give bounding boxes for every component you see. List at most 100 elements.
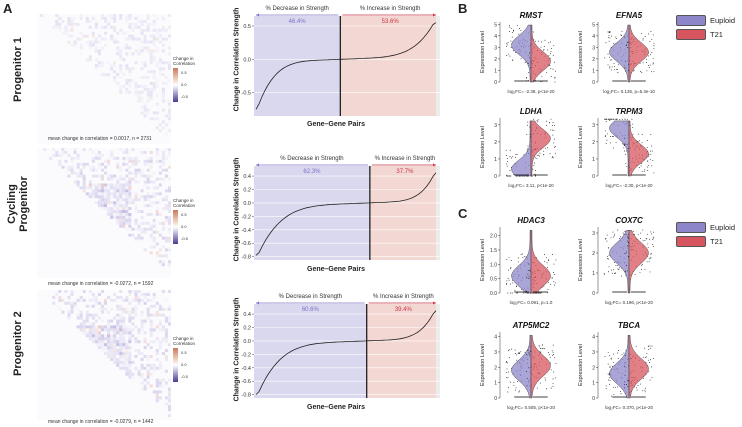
heatmap-cell <box>161 37 165 41</box>
violin-cox7c: COX7C 3 2 1 0 Expression Level log₂FC= 0.196, … <box>576 215 664 307</box>
gene-title: ATP5MC2 <box>512 321 550 330</box>
stat-label: log₂FC= 3.11, p<1e-20 <box>508 183 554 188</box>
heatmap-cell <box>134 87 138 91</box>
violin-point <box>604 118 606 120</box>
violin-point <box>642 356 644 358</box>
heatmap-cell <box>146 111 150 115</box>
violin-point <box>553 272 554 273</box>
violin-point <box>624 143 626 145</box>
heatmap-cell <box>85 310 89 314</box>
heatmap-cell <box>158 304 162 308</box>
heatmap-cell <box>128 37 132 41</box>
correlation-curve <box>255 172 437 256</box>
violin-point <box>516 24 518 26</box>
heatmap-cell <box>110 207 114 211</box>
heatmap-cell <box>94 40 98 44</box>
violin-point <box>507 158 509 160</box>
heatmap-cell <box>97 334 101 338</box>
heatmap-cell <box>155 384 159 388</box>
heatmap-cell <box>110 215 114 219</box>
violin-point <box>510 267 511 269</box>
heatmap-cell <box>128 301 132 305</box>
violin-point <box>506 361 507 362</box>
heatmap-cell <box>131 201 135 205</box>
row-label-cycling-progenitor: Cycling Progenitor <box>6 174 30 234</box>
heatmap-cell <box>143 37 147 41</box>
heatmap-cell <box>134 44 137 47</box>
heatmap-cell <box>155 254 159 258</box>
heatmap-cell <box>149 340 153 344</box>
heatmap-cell <box>146 90 150 94</box>
y-tick-label: 4 <box>494 335 497 341</box>
heatmap-cell <box>113 201 117 205</box>
heatmap-cell <box>79 322 83 326</box>
stat-label: log₂FC= 0.091, p=1.0 <box>510 300 553 305</box>
strength-plot-1: 0.5 0.0 -0.5% Decrease in Strength% Increa… <box>230 2 445 120</box>
heatmap-cell <box>158 340 162 344</box>
correlation-curve <box>255 310 437 395</box>
heatmap-cell <box>128 218 132 222</box>
heatmap-caption-3: mean change in correlation = -0.0279, n … <box>48 419 154 425</box>
heatmap-cell <box>140 49 144 53</box>
heatmap-cell <box>94 49 98 53</box>
violin-point <box>609 31 611 33</box>
violin-point <box>613 269 615 271</box>
heatmap-cell <box>94 195 98 199</box>
violin-point <box>624 36 626 38</box>
heatmap-cell <box>131 162 135 166</box>
heatmap-cell <box>119 52 123 56</box>
heatmap-cell <box>128 25 132 29</box>
heatmap-cell <box>152 292 156 296</box>
violin-point <box>608 31 610 33</box>
heatmap-cell <box>155 159 159 163</box>
heatmap-cell <box>76 325 80 329</box>
heatmap-cell <box>89 323 92 326</box>
violin-point <box>508 349 510 351</box>
violin-point <box>547 42 549 44</box>
violin-ldha: LDHA 3 2 1 0 Expression Level log₂FC= 3.11, p<… <box>478 106 566 190</box>
heatmap-cell <box>43 148 47 151</box>
violin-point <box>510 267 512 269</box>
violin-point <box>625 355 626 357</box>
violin-point <box>613 147 614 149</box>
heatmap-cell <box>140 357 144 361</box>
heatmap-cell <box>167 111 171 115</box>
heatmap-cell <box>70 171 74 175</box>
heatmap-cell <box>122 331 126 335</box>
heatmap-cell <box>125 183 129 187</box>
heatmap-cell <box>143 227 147 231</box>
heatmap-cell <box>167 207 171 211</box>
heatmap-cell <box>149 298 153 302</box>
violin-point <box>541 75 543 77</box>
heatmap-cell <box>88 55 92 59</box>
violin-point <box>508 24 510 26</box>
heatmap-cell <box>134 93 138 97</box>
heatmap-cell <box>134 290 138 293</box>
violin-point <box>606 133 608 135</box>
heatmap-cell <box>161 245 165 249</box>
y-tick-label: 1 <box>592 157 595 163</box>
violin-point <box>607 53 609 55</box>
violin-point <box>607 64 609 66</box>
heatmap-cell <box>116 346 120 350</box>
heatmap-cell <box>113 355 117 358</box>
heatmap-cell <box>113 331 117 335</box>
heatmap-cell <box>134 295 138 299</box>
violin-point <box>614 69 616 71</box>
violin-point <box>536 120 538 122</box>
heatmap-cell <box>143 105 147 109</box>
violin-point <box>510 381 511 383</box>
heatmap-cell <box>94 156 98 160</box>
violin-point <box>607 351 609 353</box>
heatmap-cell <box>119 334 123 338</box>
heatmap-cell <box>119 337 123 341</box>
heatmap-cell <box>116 73 120 77</box>
heatmap-cell <box>164 132 168 136</box>
y-tick-label: -0.2 <box>242 214 251 220</box>
heatmap-cell <box>94 153 98 157</box>
heatmap-cell <box>97 156 101 160</box>
violin-point <box>553 263 555 265</box>
heatmap-cell <box>164 218 168 222</box>
x-axis-label-3: Gene–Gene Pairs <box>307 404 365 411</box>
heatmap-cell <box>137 37 141 41</box>
